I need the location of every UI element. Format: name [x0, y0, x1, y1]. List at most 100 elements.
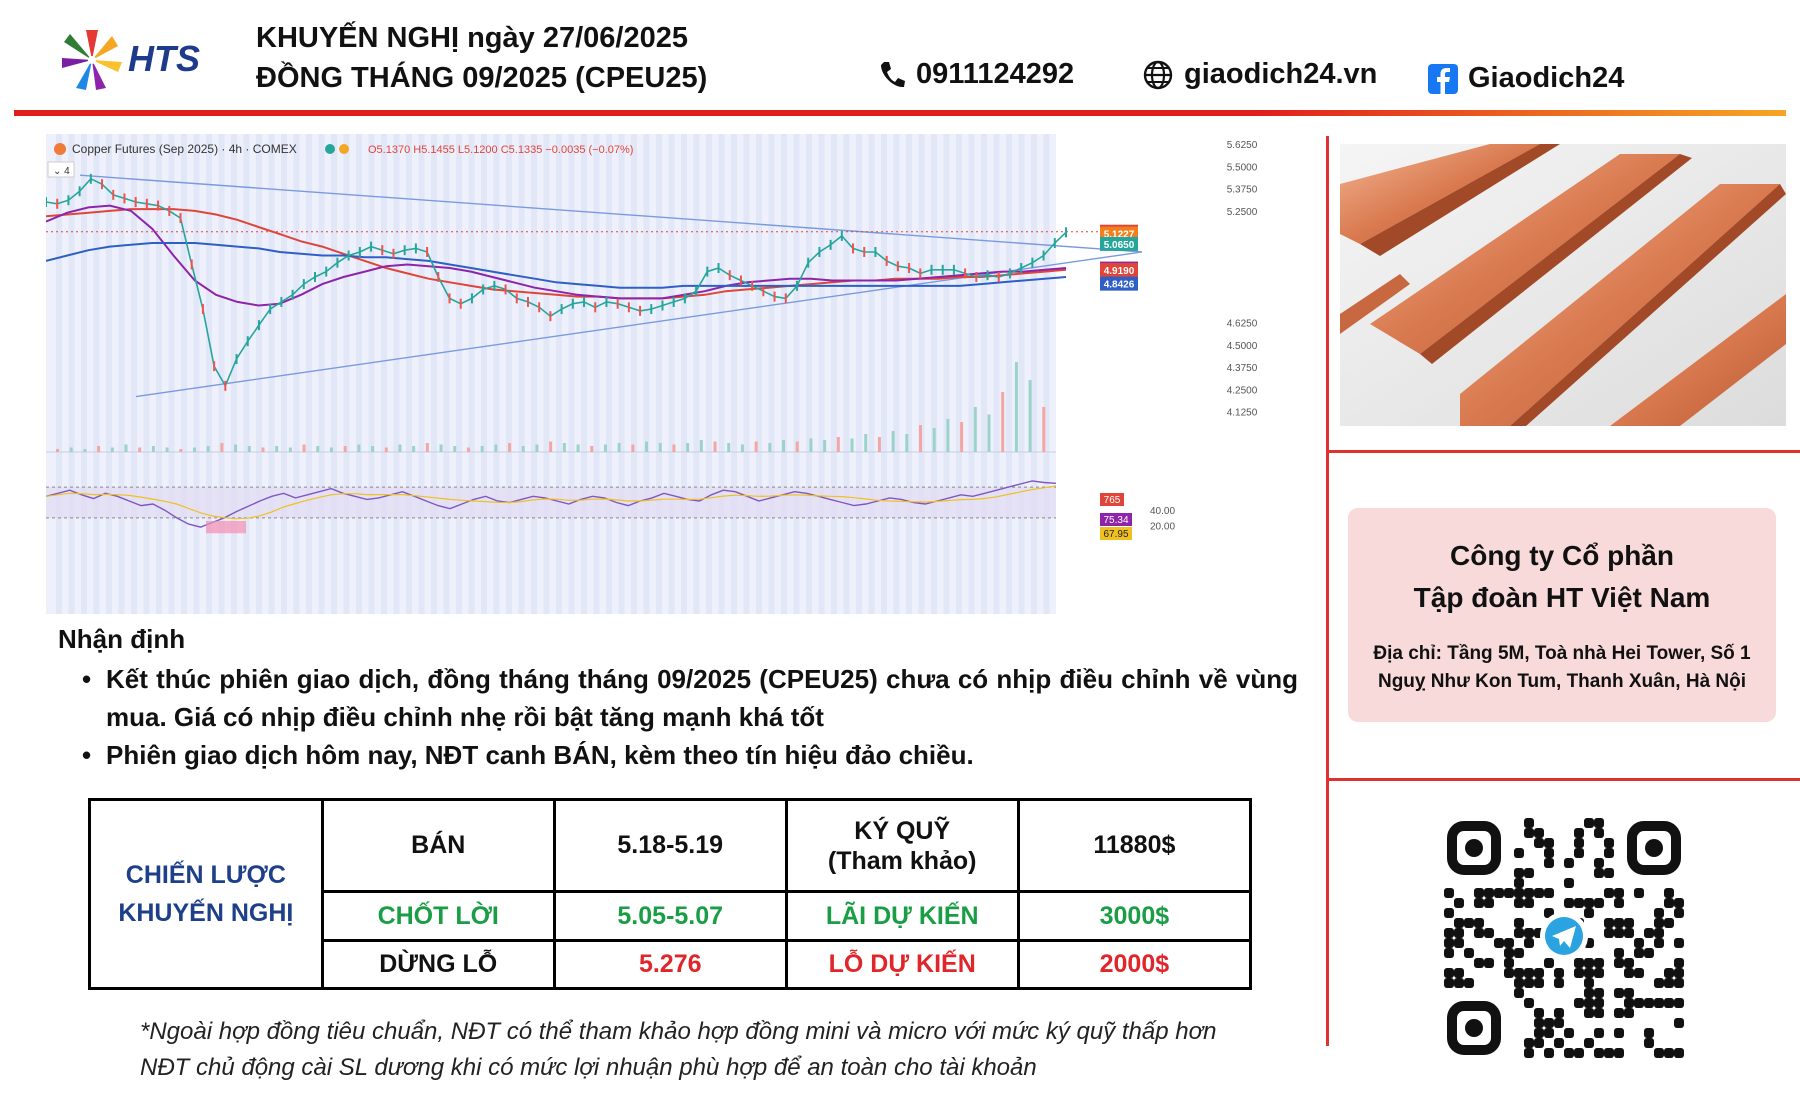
qr-module: [1454, 898, 1464, 908]
session-band: [806, 134, 812, 614]
qr-module: [1534, 888, 1544, 898]
footnote: *Ngoài hợp đồng tiêu chuẩn, NĐT có thể t…: [140, 1014, 1216, 1086]
qr-module: [1574, 968, 1584, 978]
qr-module: [1634, 968, 1644, 978]
qr-module: [1644, 1038, 1654, 1048]
qr-module: [1604, 918, 1614, 928]
expected-loss-label: LỖ DỰ KIẾN: [784, 938, 1020, 991]
session-band: [756, 134, 762, 614]
volume-bar: [795, 441, 799, 452]
qr-module: [1614, 948, 1624, 958]
qr-module: [1514, 848, 1524, 858]
analysis-title: Nhận định: [58, 624, 186, 654]
session-band: [918, 134, 925, 614]
qr-module: [1614, 898, 1624, 908]
qr-module: [1604, 928, 1614, 938]
qr-module: [1614, 1008, 1624, 1018]
qr-module: [1624, 998, 1634, 1008]
session-band: [1018, 134, 1025, 614]
session-band: [193, 134, 200, 614]
qr-module: [1634, 948, 1644, 958]
qr-module: [1654, 998, 1664, 1008]
qr-module: [1644, 998, 1654, 1008]
qr-module: [1594, 898, 1604, 908]
qr-module: [1524, 1048, 1534, 1058]
list-item: • Phiên giao dịch hôm nay, NĐT canh BÁN,…: [82, 736, 1298, 774]
volume-bar: [302, 444, 306, 452]
qr-module: [1474, 888, 1484, 898]
expected-loss-value: 2000$: [1016, 938, 1253, 991]
rsi-label-tag: [1100, 527, 1132, 540]
volume-bar: [234, 444, 238, 452]
volume-bar: [727, 443, 731, 452]
qr-module: [1674, 938, 1684, 948]
session-band: [468, 134, 475, 614]
moving-average-line: [45, 242, 1067, 289]
interval-badge[interactable]: [47, 161, 75, 178]
panel-divider-1: [1326, 450, 1800, 453]
stop-loss-price: 5.276: [552, 938, 788, 991]
phone-contact[interactable]: 0911124292: [878, 58, 1074, 91]
qr-module: [1454, 968, 1464, 978]
session-band: [818, 134, 825, 614]
volume-bar: [110, 447, 114, 452]
qr-module: [1604, 1048, 1614, 1058]
volume-bar: [343, 446, 347, 452]
session-band: [181, 134, 187, 614]
y-tick-label: 4.5000: [1227, 341, 1258, 352]
qr-module: [1464, 978, 1474, 988]
volume-bar: [864, 434, 868, 452]
qr-module: [1504, 958, 1514, 968]
qr-module: [1674, 1018, 1684, 1028]
qr-module: [1444, 938, 1454, 948]
facebook-contact[interactable]: Giaodich24: [1428, 62, 1624, 95]
session-band: [893, 134, 900, 614]
qr-module: [1594, 858, 1604, 868]
qr-module: [1524, 1038, 1534, 1048]
session-band: [443, 134, 450, 614]
telegram-qr-code[interactable]: [1444, 818, 1684, 1058]
volume-bar: [713, 441, 717, 452]
volume-bar: [905, 434, 909, 452]
qr-module: [1524, 928, 1534, 938]
qr-module: [1544, 1048, 1554, 1058]
volume-bar: [316, 446, 320, 452]
session-band: [793, 134, 800, 614]
rsi-band: [46, 487, 1056, 518]
qr-module: [1534, 968, 1544, 978]
moving-average-line: [45, 208, 1067, 300]
session-band: [568, 134, 575, 614]
qr-module: [1584, 818, 1594, 828]
session-band: [556, 134, 562, 614]
volume-bar: [645, 441, 649, 452]
volume-bar: [357, 444, 361, 452]
y-tick-label: 4.6250: [1227, 318, 1258, 329]
session-band: [243, 134, 250, 614]
list-item: • Kết thúc phiên giao dịch, đồng tháng t…: [82, 660, 1298, 736]
qr-module: [1574, 898, 1584, 908]
qr-module: [1674, 1048, 1684, 1058]
qr-module: [1454, 978, 1464, 988]
qr-module: [1524, 868, 1534, 878]
website-contact[interactable]: giaodich24.vn: [1142, 58, 1377, 91]
price-label-tag: [1100, 262, 1138, 277]
qr-module: [1514, 988, 1524, 998]
volume-bar: [480, 446, 484, 452]
qr-module: [1614, 988, 1624, 998]
qr-module: [1514, 928, 1524, 938]
qr-module: [1494, 938, 1504, 948]
table-row: DỪNG LỖ 5.276 LỖ DỰ KIẾN 2000$: [90, 938, 1253, 991]
y-tick-label: 5.3750: [1227, 185, 1258, 196]
rsi-oversold-zone: [206, 520, 246, 534]
volume-bar: [521, 446, 525, 452]
qr-module: [1594, 828, 1604, 838]
qr-module: [1484, 888, 1494, 898]
qr-module: [1504, 938, 1514, 948]
qr-module: [1534, 1008, 1544, 1018]
volume-bar: [658, 443, 662, 452]
qr-module: [1654, 978, 1664, 988]
volume-label-tag: [1100, 493, 1124, 506]
page-title-line2: ĐỒNG THÁNG 09/2025 (CPEU25): [256, 62, 708, 94]
session-band: [1031, 134, 1037, 614]
session-band: [143, 134, 150, 614]
